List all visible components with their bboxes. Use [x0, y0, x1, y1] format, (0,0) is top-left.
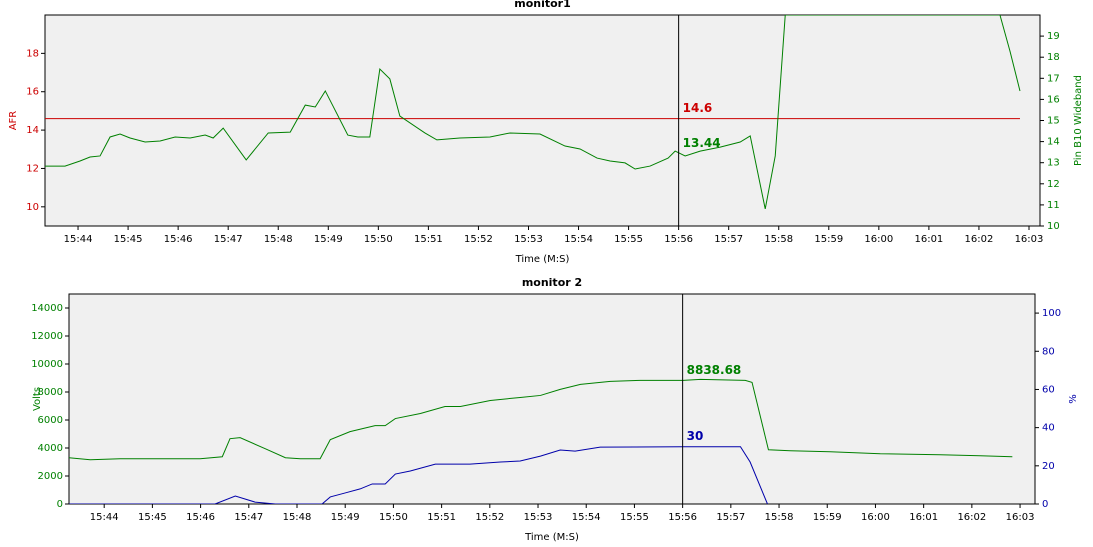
- y-tick-label: 16: [26, 87, 39, 98]
- y-tick-label: 10: [26, 202, 39, 213]
- y-axis-label: AFR: [8, 111, 19, 131]
- y2-tick-label: 17: [1047, 73, 1060, 84]
- x-tick-label: 16:03: [1006, 512, 1035, 523]
- y-tick-label: 18: [26, 48, 39, 59]
- x-tick-label: 15:54: [564, 234, 593, 245]
- x-tick-label: 15:47: [234, 512, 263, 523]
- annotation: 13.44: [683, 136, 721, 150]
- y-tick-label: 8000: [38, 387, 63, 398]
- x-axis-label: Time (M:S): [524, 532, 579, 543]
- y2-tick-label: 60: [1042, 384, 1055, 395]
- y-tick-label: 2000: [38, 471, 63, 482]
- series-line: [69, 446, 768, 504]
- x-tick-label: 15:44: [90, 512, 119, 523]
- x-tick-label: 15:55: [614, 234, 643, 245]
- y2-tick-label: 15: [1047, 116, 1060, 127]
- annotation: 8838.68: [687, 363, 742, 377]
- x-tick-label: 15:59: [813, 512, 842, 523]
- x-tick-label: 15:55: [620, 512, 649, 523]
- y2-tick-label: 18: [1047, 52, 1060, 63]
- x-axis-label: Time (M:S): [515, 254, 570, 265]
- x-tick-label: 15:51: [414, 234, 443, 245]
- y2-tick-label: 0: [1042, 499, 1048, 510]
- x-tick-label: 15:58: [765, 512, 794, 523]
- x-tick-label: 15:49: [331, 512, 360, 523]
- x-tick-label: 16:01: [914, 234, 943, 245]
- x-tick-label: 15:56: [664, 234, 693, 245]
- x-tick-label: 15:45: [114, 234, 143, 245]
- y-tick-label: 0: [57, 499, 63, 510]
- x-tick-label: 16:02: [965, 234, 994, 245]
- y2-tick-label: 80: [1042, 346, 1055, 357]
- plot-area: [44, 14, 1041, 227]
- x-tick-label: 15:44: [64, 234, 93, 245]
- x-tick-label: 15:54: [572, 512, 601, 523]
- x-tick-label: 16:02: [957, 512, 986, 523]
- y2-tick-label: 100: [1042, 308, 1061, 319]
- x-tick-label: 15:48: [264, 234, 293, 245]
- series-line: [69, 378, 1013, 461]
- x-tick-label: 15:50: [364, 234, 393, 245]
- x-tick-label: 15:46: [186, 512, 215, 523]
- x-tick-label: 15:47: [214, 234, 243, 245]
- y2-axis-label: Pin B10 Wideband: [1073, 75, 1084, 166]
- x-tick-label: 16:00: [861, 512, 890, 523]
- x-tick-label: 15:45: [138, 512, 167, 523]
- chart-title: monitor1: [514, 0, 571, 10]
- x-tick-label: 15:48: [283, 512, 312, 523]
- x-tick-label: 16:03: [1015, 234, 1044, 245]
- y-axis-label: Volts: [32, 387, 43, 411]
- y2-tick-label: 11: [1047, 200, 1060, 211]
- x-tick-label: 15:56: [668, 512, 697, 523]
- x-tick-label: 16:01: [909, 512, 938, 523]
- y-tick-label: 10000: [31, 359, 63, 370]
- y2-tick-label: 40: [1042, 423, 1055, 434]
- x-tick-label: 15:52: [464, 234, 493, 245]
- x-tick-label: 15:50: [379, 512, 408, 523]
- x-tick-label: 15:51: [427, 512, 456, 523]
- y2-tick-label: 19: [1047, 31, 1060, 42]
- y2-tick-label: 12: [1047, 179, 1060, 190]
- y2-tick-label: 13: [1047, 158, 1060, 169]
- y2-tick-label: 16: [1047, 94, 1060, 105]
- annotation: 30: [687, 429, 704, 443]
- x-tick-label: 15:57: [714, 234, 743, 245]
- y-tick-label: 12: [26, 163, 39, 174]
- x-tick-label: 15:57: [716, 512, 745, 523]
- y-tick-label: 14: [26, 125, 39, 136]
- y2-axis-label: %: [1068, 394, 1079, 404]
- y2-tick-label: 10: [1047, 221, 1060, 232]
- y-tick-label: 12000: [31, 331, 63, 342]
- y2-tick-label: 14: [1047, 137, 1060, 148]
- x-tick-label: 15:53: [514, 234, 543, 245]
- x-tick-label: 15:46: [164, 234, 193, 245]
- chart-title: monitor 2: [522, 276, 582, 289]
- x-tick-label: 15:52: [475, 512, 504, 523]
- y-tick-label: 14000: [31, 303, 63, 314]
- y-tick-label: 6000: [38, 415, 63, 426]
- y2-tick-label: 20: [1042, 461, 1055, 472]
- x-tick-label: 15:53: [524, 512, 553, 523]
- series-line: [45, 15, 1021, 210]
- annotation: 14.6: [683, 101, 713, 115]
- x-tick-label: 16:00: [864, 234, 893, 245]
- x-tick-label: 15:58: [764, 234, 793, 245]
- x-tick-label: 15:59: [814, 234, 843, 245]
- plot-area: [68, 293, 1036, 505]
- y-tick-label: 4000: [38, 443, 63, 454]
- x-tick-label: 15:49: [314, 234, 343, 245]
